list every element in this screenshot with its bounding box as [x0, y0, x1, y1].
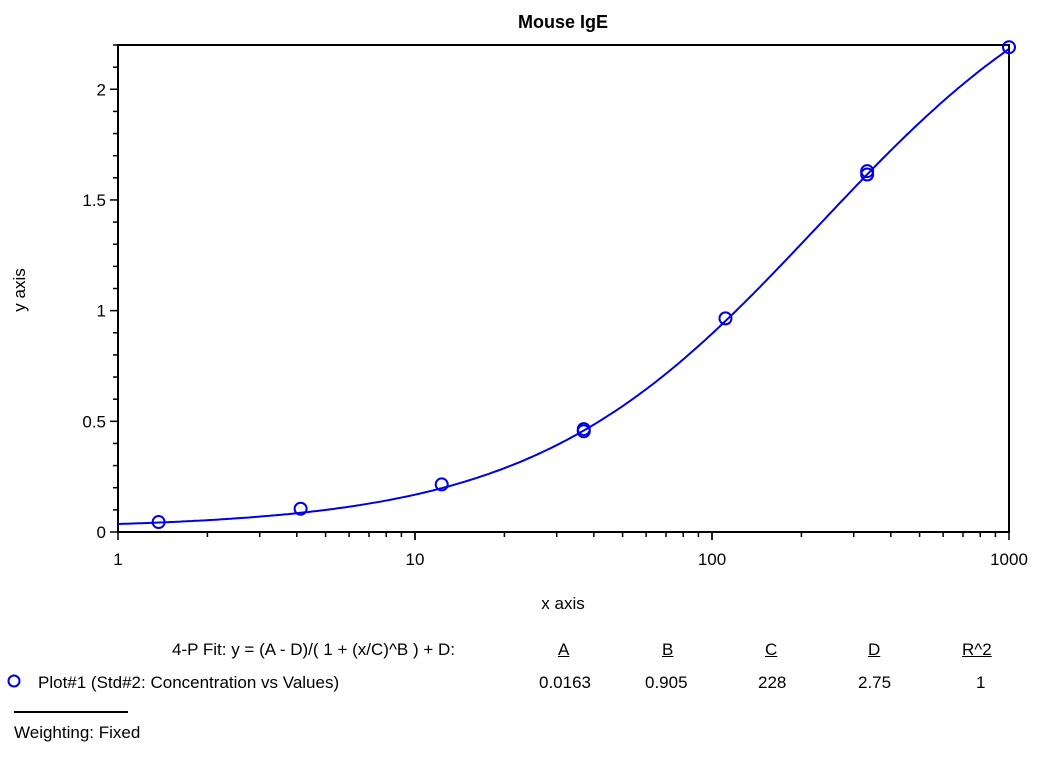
x-tick-label: 1	[113, 550, 122, 569]
plot-frame	[117, 44, 1010, 533]
legend-value-d: 2.75	[858, 673, 892, 692]
y-tick-label: 2	[97, 80, 106, 99]
legend-value-b: 0.905	[645, 673, 688, 692]
legend-value-a: 0.0163	[539, 673, 591, 692]
data-point	[576, 424, 591, 439]
legend-value-r2: 1	[976, 673, 986, 692]
y-tick-label: 0	[97, 523, 106, 542]
x-tick-label: 10	[406, 550, 425, 569]
legend-header-b: B	[662, 640, 674, 659]
x-tick-label: 1000	[990, 550, 1028, 569]
legend-marker-icon	[7, 674, 21, 688]
fit-equation-label: 4-P Fit: y = (A - D)/( 1 + (x/C)^B ) + D…	[172, 640, 456, 659]
legend-header-r2: R^2	[962, 640, 992, 659]
fit-curve	[117, 48, 1010, 525]
data-point	[293, 501, 308, 516]
chart-title: Mouse IgE	[518, 12, 608, 32]
x-axis-label: x axis	[541, 594, 584, 613]
data-point	[718, 311, 733, 326]
data-point	[151, 515, 166, 530]
y-tick-label: 1.5	[82, 191, 106, 210]
y-tick-label: 1	[97, 302, 106, 321]
data-point	[860, 164, 875, 179]
legend-divider	[14, 711, 128, 713]
x-tick-label: 100	[698, 550, 726, 569]
legend-series-label: Plot#1 (Std#2: Concentration vs Values)	[38, 673, 340, 692]
y-axis-label: y axis	[10, 268, 29, 311]
legend-header-c: C	[765, 640, 778, 659]
legend-header-d: D	[868, 640, 881, 659]
data-point	[434, 477, 449, 492]
legend-header-a: A	[558, 640, 570, 659]
weighting-label: Weighting: Fixed	[14, 723, 141, 742]
legend-value-c: 228	[758, 673, 787, 692]
data-point	[1002, 40, 1016, 55]
y-tick-label: 0.5	[82, 412, 106, 431]
